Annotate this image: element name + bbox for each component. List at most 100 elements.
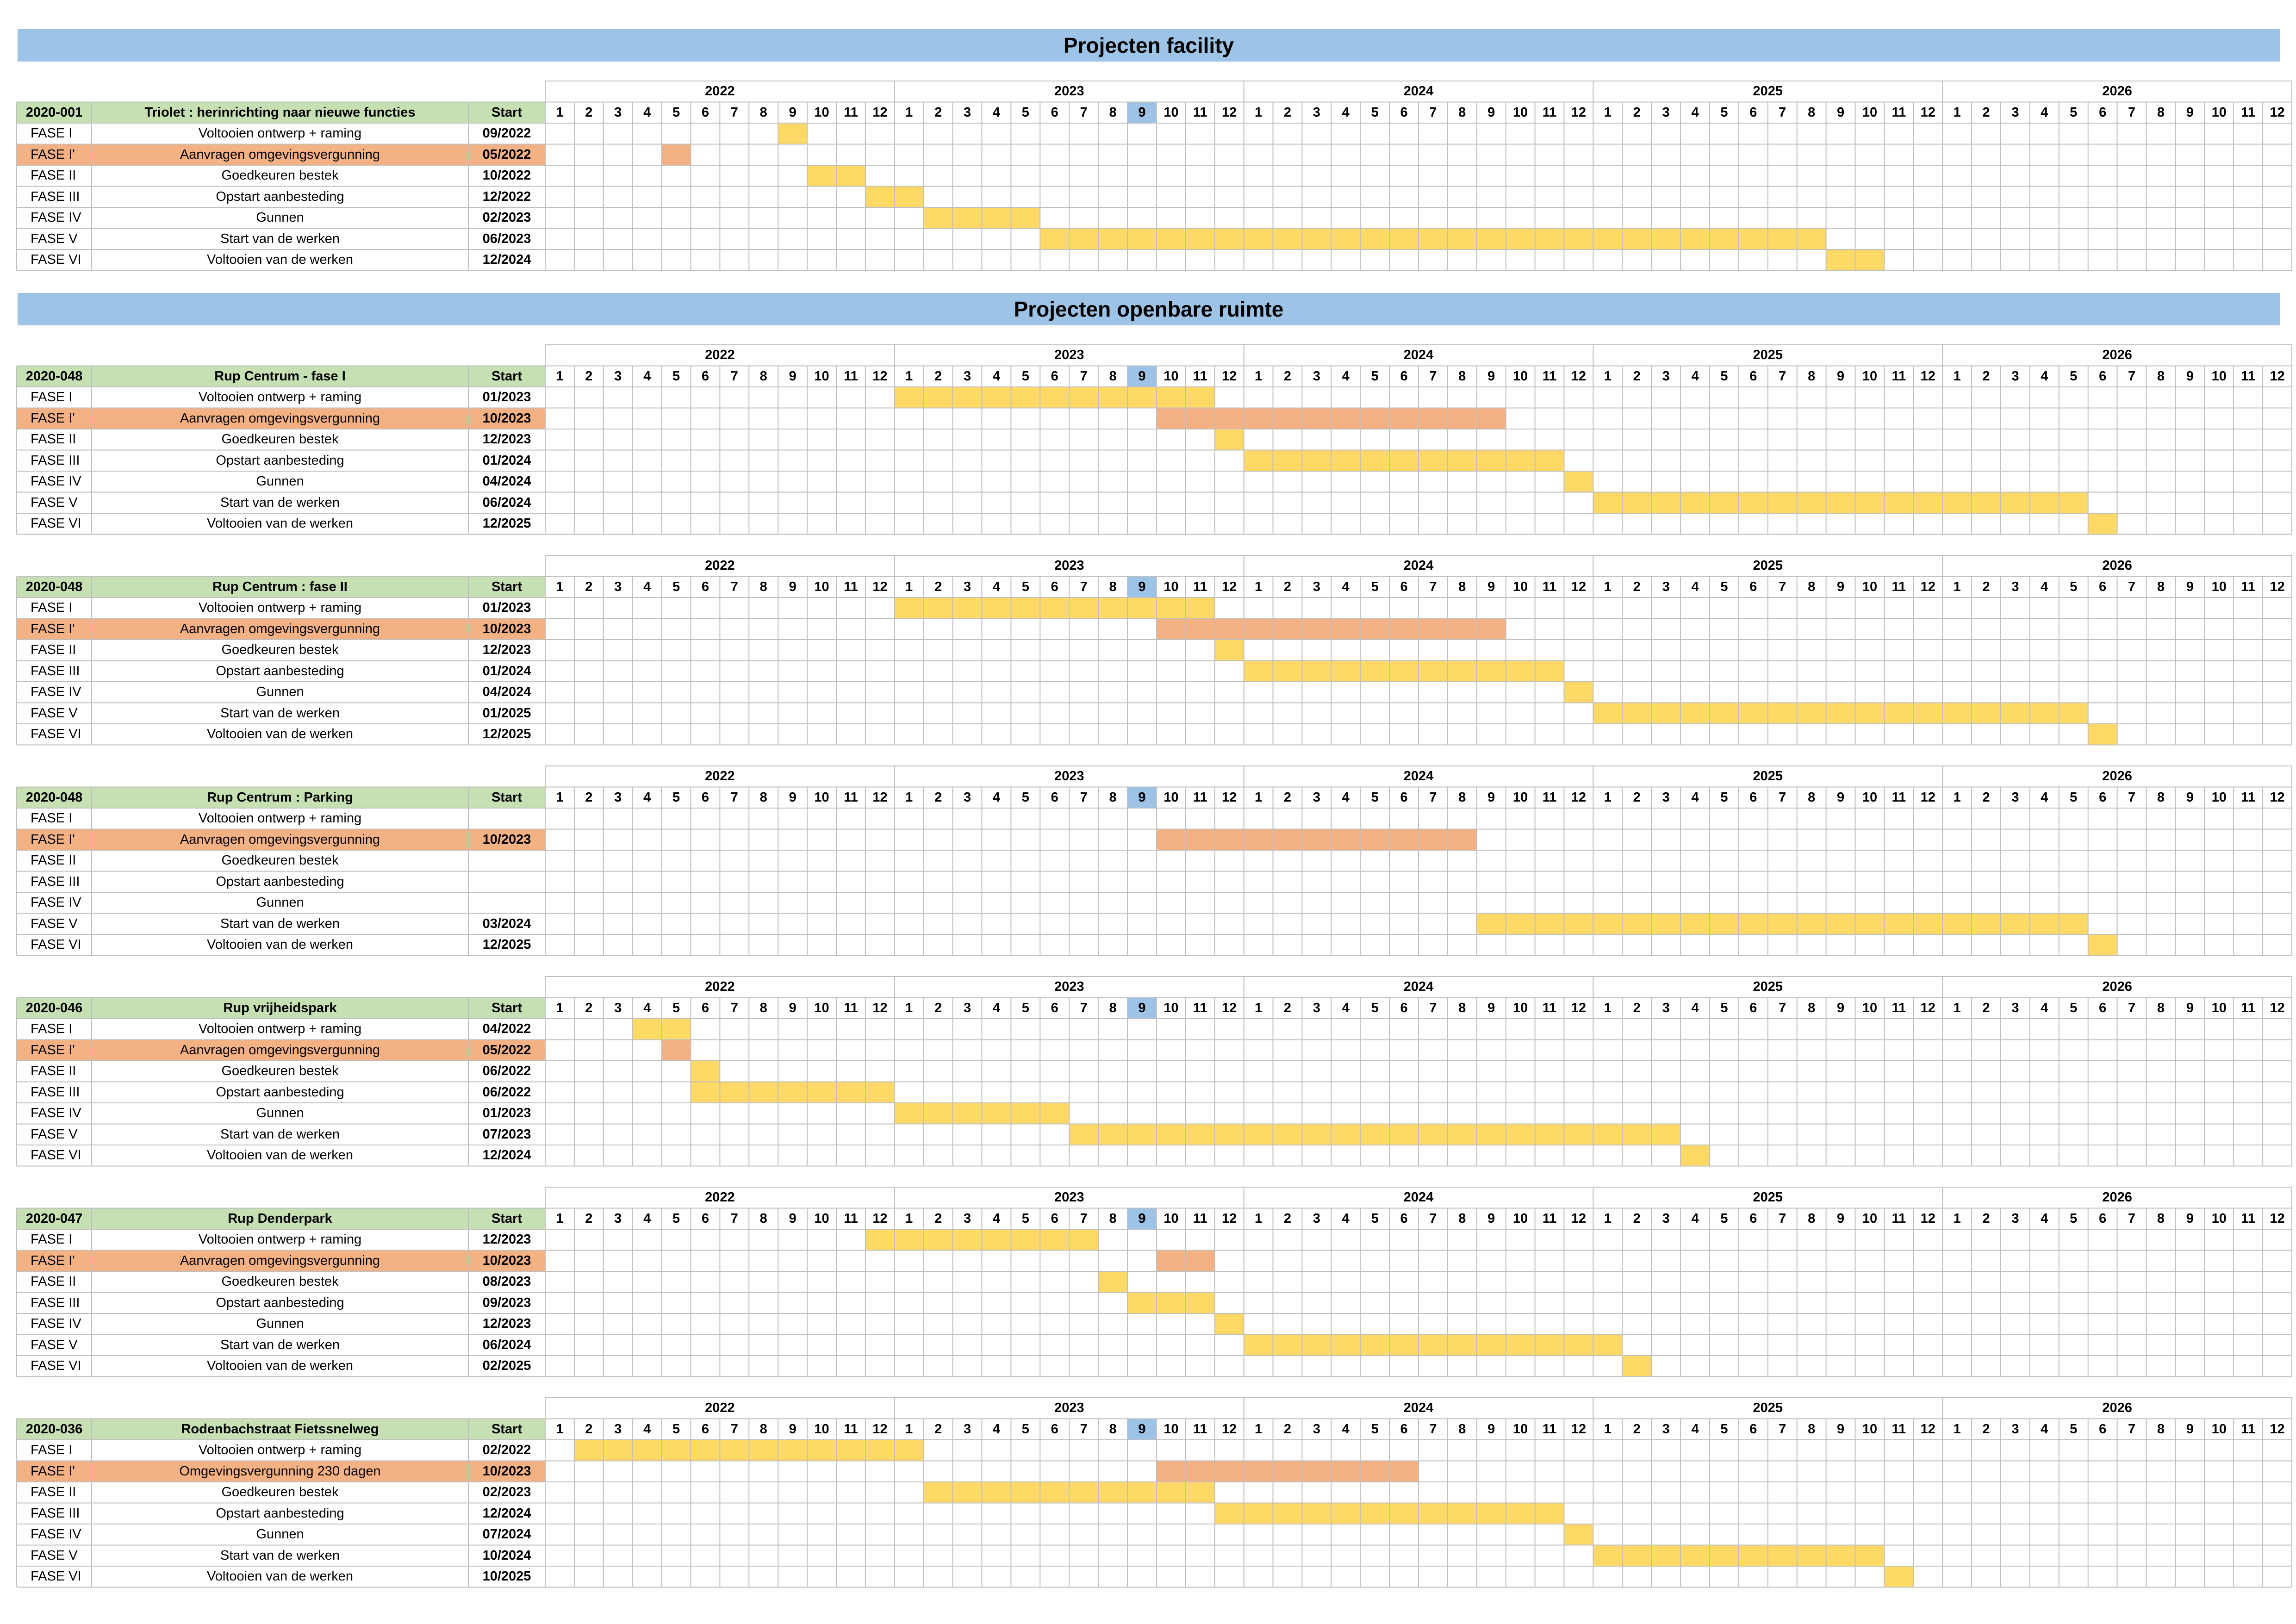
phase-label: FASE V bbox=[31, 1337, 78, 1352]
month-label: 7 bbox=[2128, 368, 2136, 384]
month-label: 12 bbox=[1920, 1421, 1935, 1437]
project-code: 2020-048 bbox=[25, 790, 83, 805]
month-label: 3 bbox=[2011, 790, 2019, 805]
start-column-header: Start bbox=[491, 1421, 523, 1437]
gantt-grid bbox=[16, 765, 2292, 956]
phase-start-date: 06/2022 bbox=[482, 1084, 531, 1100]
month-label: 7 bbox=[730, 105, 738, 120]
phase-task: Voltooien ontwerp + raming bbox=[198, 390, 362, 404]
phase-task: Aanvragen omgevingsvergunning bbox=[180, 147, 380, 162]
month-label: 11 bbox=[1542, 105, 1557, 120]
project-code: 2020-048 bbox=[25, 368, 83, 384]
month-label: 4 bbox=[1691, 105, 1699, 120]
month-label: 10 bbox=[814, 579, 829, 594]
month-label: 12 bbox=[872, 1211, 888, 1226]
month-label: 9 bbox=[1487, 1421, 1495, 1437]
year-label: 2024 bbox=[1403, 84, 1434, 99]
year-label: 2025 bbox=[1753, 979, 1783, 994]
gantt-bar bbox=[1680, 1145, 1710, 1166]
month-label: 3 bbox=[1662, 1000, 1670, 1015]
month-label: 9 bbox=[1836, 1211, 1845, 1226]
month-label: 5 bbox=[2070, 1421, 2078, 1437]
month-label: 1 bbox=[556, 1421, 564, 1437]
month-label: 8 bbox=[2157, 1211, 2165, 1226]
phase-start-date: 10/2023 bbox=[482, 1463, 531, 1479]
month-label: 10 bbox=[1164, 790, 1179, 805]
month-label: 1 bbox=[1604, 579, 1612, 594]
month-label: 10 bbox=[1164, 1421, 1179, 1437]
phase-label: FASE III bbox=[31, 874, 80, 889]
month-label: 12 bbox=[1571, 1000, 1587, 1015]
month-label: 2 bbox=[1633, 790, 1641, 805]
month-label: 4 bbox=[1342, 1000, 1350, 1015]
month-label: 3 bbox=[1313, 105, 1320, 120]
month-label: 6 bbox=[1400, 579, 1408, 594]
gantt-bar bbox=[778, 123, 808, 144]
gantt-bar bbox=[1127, 1292, 1215, 1313]
phase-start-date: 10/2023 bbox=[482, 832, 531, 847]
phase-start-date: 01/2023 bbox=[482, 600, 531, 615]
month-label: 3 bbox=[614, 368, 622, 384]
month-label: 5 bbox=[1021, 105, 1029, 120]
month-label: 11 bbox=[844, 579, 858, 594]
year-label: 2025 bbox=[1753, 1400, 1783, 1415]
month-label: 9 bbox=[1836, 579, 1845, 594]
month-label: 2 bbox=[1633, 1000, 1641, 1015]
month-label: 8 bbox=[1109, 105, 1117, 120]
month-label: 1 bbox=[1604, 105, 1612, 120]
month-label: 3 bbox=[963, 579, 971, 594]
month-label: 12 bbox=[2270, 368, 2285, 384]
month-label: 12 bbox=[2270, 1211, 2285, 1226]
month-label: 8 bbox=[1458, 1000, 1466, 1015]
month-label: 3 bbox=[2011, 1211, 2019, 1226]
month-label: 12 bbox=[1222, 105, 1237, 120]
phase-start-date: 02/2022 bbox=[482, 1443, 531, 1457]
phase-task: Goedkeuren bestek bbox=[221, 1064, 339, 1078]
month-label: 10 bbox=[1164, 579, 1179, 594]
month-label: 4 bbox=[992, 790, 1001, 805]
month-label: 6 bbox=[701, 579, 709, 594]
month-label: 9 bbox=[1836, 1000, 1845, 1015]
year-label: 2026 bbox=[2102, 1400, 2132, 1415]
year-label: 2024 bbox=[1403, 769, 1434, 784]
project-code: 2020-048 bbox=[25, 579, 83, 594]
month-label: 10 bbox=[1862, 368, 1878, 384]
month-label: 7 bbox=[1429, 1421, 1437, 1437]
phase-start-date: 12/2022 bbox=[482, 189, 531, 204]
phase-task: Start van de werken bbox=[220, 231, 340, 246]
month-label: 5 bbox=[1720, 790, 1728, 805]
month-label: 2 bbox=[1982, 1421, 1990, 1437]
phase-task: Gunnen bbox=[256, 895, 304, 910]
month-label: 5 bbox=[672, 368, 680, 384]
month-label: 9 bbox=[789, 1421, 796, 1437]
month-label: 9 bbox=[1487, 368, 1495, 384]
phase-start-date bbox=[468, 892, 545, 913]
month-label: 4 bbox=[992, 368, 1001, 384]
phase-task: Voltooien van de werken bbox=[207, 1569, 353, 1584]
month-label: 9 bbox=[789, 368, 796, 384]
phase-start-date: 10/2025 bbox=[482, 1569, 531, 1584]
phase-start-date: 09/2023 bbox=[482, 1295, 531, 1310]
month-label: 9 bbox=[2186, 105, 2194, 120]
month-label: 9 bbox=[1487, 1211, 1495, 1226]
month-label: 8 bbox=[1808, 579, 1816, 594]
month-label: 11 bbox=[2241, 1211, 2255, 1226]
month-label: 11 bbox=[1193, 105, 1207, 120]
phase-label: FASE II bbox=[31, 168, 76, 183]
month-label: 5 bbox=[1371, 368, 1379, 384]
phase-task: Start van de werken bbox=[220, 916, 340, 931]
month-label: 7 bbox=[730, 1211, 738, 1226]
gantt-bar bbox=[1156, 829, 1477, 850]
month-label: 4 bbox=[2041, 790, 2048, 805]
phase-label: FASE II bbox=[31, 853, 76, 868]
month-label: 12 bbox=[2270, 579, 2285, 594]
month-label: 9 bbox=[2186, 579, 2194, 594]
month-label: 11 bbox=[1542, 1211, 1557, 1226]
year-label: 2024 bbox=[1403, 1190, 1434, 1205]
month-label: 11 bbox=[1542, 1000, 1557, 1015]
year-label: 2025 bbox=[1753, 348, 1783, 362]
month-label: 6 bbox=[1051, 579, 1058, 594]
current-month-marker bbox=[1127, 366, 1157, 387]
phase-start-date: 10/2022 bbox=[482, 168, 531, 183]
month-label: 10 bbox=[1862, 1421, 1878, 1437]
